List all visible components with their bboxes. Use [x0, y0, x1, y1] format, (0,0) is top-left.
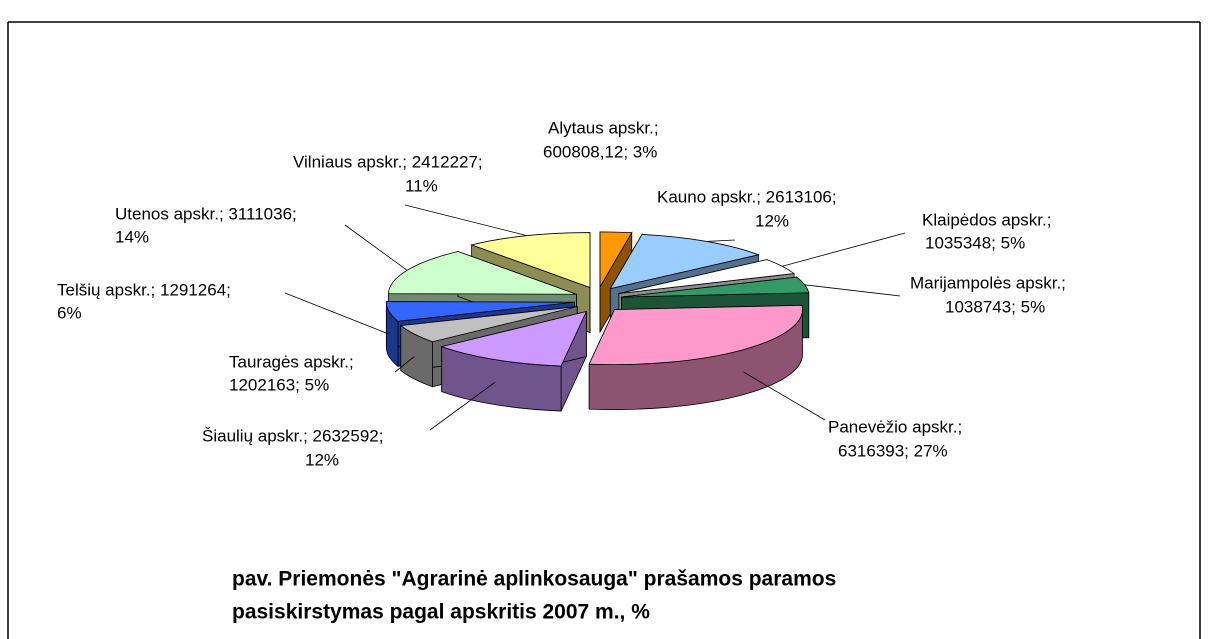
leader-line: [344, 224, 408, 271]
data-label: 12%: [305, 450, 339, 469]
leader-line: [804, 284, 901, 297]
slice: [470, 232, 591, 289]
leader-line: [743, 371, 826, 421]
caption: pasiskirstymas pagal apskritis 2007 m., …: [232, 601, 650, 624]
data-label: Šiaulių apskr.; 2632592;: [202, 426, 383, 445]
data-label: Vilniaus apskr.; 2412227;: [293, 152, 483, 171]
slice: [599, 231, 633, 289]
pie: [385, 231, 810, 412]
data-label: 11%: [405, 176, 438, 195]
data-label: 6%: [57, 303, 82, 322]
data-label: 1202163; 5%: [229, 375, 329, 394]
leader-line: [429, 381, 496, 431]
leader-line: [782, 232, 906, 267]
slice: [588, 304, 803, 365]
data-label: 1035348; 5%: [925, 233, 1025, 252]
slice: [618, 259, 796, 294]
slice: [387, 251, 577, 295]
slice: [621, 276, 810, 298]
slice: [385, 301, 575, 322]
slice: [440, 310, 588, 367]
data-label: Marijampolės apskr.;: [910, 273, 1066, 292]
data-label: Alytaus apskr.;: [548, 118, 659, 137]
data-label: Utenos apskr.; 3111036;: [115, 204, 297, 223]
leader-line: [284, 292, 390, 335]
data-label: 600808,12; 3%: [543, 142, 657, 161]
labels: Alytaus apskr.; 600808,12; 3% Kauno apskr.…: [57, 118, 1066, 469]
data-label: Telšių apskr.; 1291264;: [57, 280, 231, 299]
data-label: 14%: [115, 227, 149, 246]
data-label: 6316393; 27%: [838, 441, 948, 460]
caption: pav. Priemonės "Agrarinė aplinkosauga" p…: [232, 568, 836, 591]
data-label: Kauno apskr.; 2613106;: [657, 187, 837, 206]
data-label: Klaipėdos apskr.;: [922, 210, 1051, 229]
leader-line: [394, 356, 415, 373]
slice: [399, 306, 578, 343]
leader-line: [706, 239, 736, 242]
data-label: Tauragės apskr.;: [229, 352, 354, 371]
leader-line: [404, 204, 528, 237]
slice: [609, 234, 760, 290]
data-label: 12%: [755, 211, 789, 230]
data-label: 1038743; 5%: [945, 297, 1045, 316]
data-label: Panevėžio apskr.;: [828, 417, 962, 436]
